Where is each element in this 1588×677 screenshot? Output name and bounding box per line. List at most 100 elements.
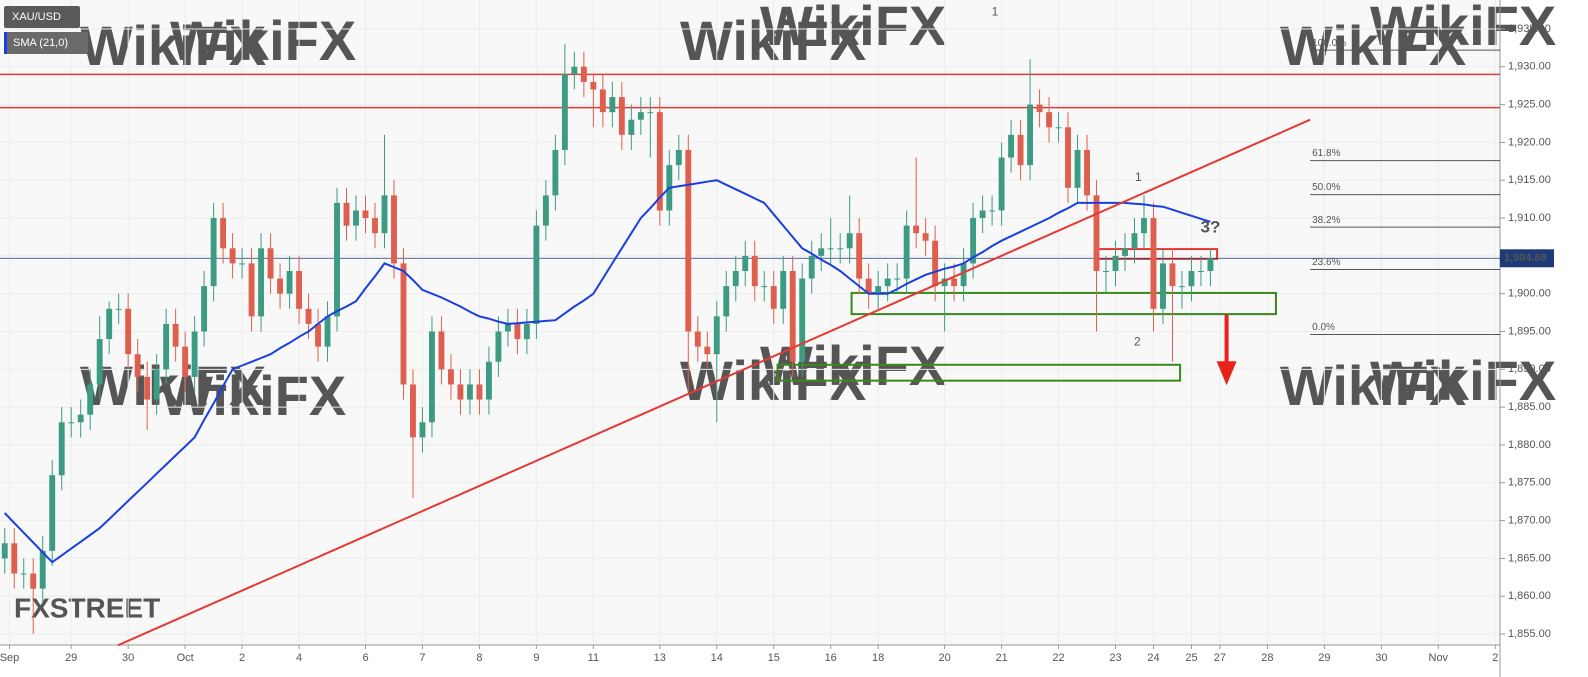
candle-body — [96, 339, 103, 385]
candle-body — [770, 286, 777, 309]
candle-body — [58, 422, 65, 476]
candle-body — [172, 323, 179, 347]
arrow-head — [1216, 361, 1237, 386]
x-tick-label: 7 — [419, 652, 425, 664]
x-tick-label: 20 — [938, 652, 950, 664]
x-tick-label: 29 — [65, 652, 77, 664]
x-tick-label: 6 — [362, 652, 368, 664]
candle-body — [504, 323, 511, 332]
candle-body — [713, 316, 720, 355]
candle-body — [979, 210, 986, 219]
candle-body — [903, 225, 910, 279]
candle-body — [296, 270, 302, 309]
candle-body — [163, 323, 170, 370]
y-tick-label: 1,920.00 — [1508, 136, 1551, 148]
candle-body — [115, 308, 122, 310]
candle-body — [675, 149, 682, 166]
x-tick-label: 30 — [1375, 652, 1387, 664]
candle-body — [1036, 104, 1043, 113]
candle-body — [704, 346, 711, 355]
candle-body — [448, 369, 454, 385]
candle-body — [1179, 286, 1185, 288]
annotation: 2 — [1134, 334, 1141, 348]
candle-body — [191, 331, 198, 377]
logo: FXSTREET — [14, 592, 160, 623]
candle-body — [476, 384, 483, 400]
candle-body — [419, 422, 426, 438]
candle-body — [362, 210, 369, 219]
candle-body — [647, 112, 654, 114]
candle-body — [305, 308, 312, 324]
candle-body — [637, 112, 644, 120]
y-tick-label: 1,870.00 — [1508, 514, 1551, 526]
candle-body — [865, 278, 872, 294]
candle-body — [267, 248, 274, 279]
candle-body — [989, 210, 996, 212]
zone — [776, 363, 1182, 382]
candle-body — [134, 354, 141, 377]
candle-body — [628, 119, 635, 135]
fib-label: 61.8% — [1312, 148, 1340, 159]
candle-body — [1160, 263, 1166, 309]
sma-box — [4, 32, 88, 54]
fib-label: 0.0% — [1312, 322, 1335, 333]
sma-name: SMA (21,0) — [13, 37, 68, 49]
legend: XAU/USD SMA (21,0) — [4, 6, 88, 54]
sma-line — [3, 179, 1211, 564]
watermark: WikiFX — [1370, 349, 1556, 412]
candle-body — [1150, 218, 1157, 309]
x-tick-label: 29 — [1318, 652, 1330, 664]
candle-body — [315, 323, 321, 347]
x-tick-label: 23 — [1109, 652, 1121, 664]
candle-body — [1017, 134, 1024, 166]
candle-body — [77, 414, 84, 423]
candle-body — [39, 550, 46, 589]
x-tick-label: 21 — [995, 652, 1007, 664]
candle-body — [30, 573, 37, 589]
candle-body — [106, 308, 113, 340]
annotation: 3? — [1201, 217, 1221, 236]
candle-body — [723, 286, 730, 317]
candle-body — [20, 573, 27, 575]
candle-body — [1207, 258, 1214, 271]
candle-body — [571, 66, 578, 75]
axis-background — [1500, 0, 1588, 677]
watermark: WikiFX — [80, 354, 266, 417]
price-label-box — [1500, 249, 1554, 268]
y-tick-label: 1,865.00 — [1508, 552, 1551, 564]
candle-body — [599, 89, 606, 113]
symbol: XAU/USD — [12, 11, 61, 23]
y-tick-label: 1,935.00 — [1508, 23, 1551, 35]
x-tick-label: Nov — [1429, 652, 1449, 664]
candle-body — [485, 361, 492, 400]
fib-label: 50.0% — [1312, 182, 1340, 193]
candle-body — [11, 543, 18, 574]
plot-background — [0, 0, 1500, 645]
candle-body — [552, 149, 559, 196]
candle-body — [49, 475, 56, 551]
y-tick-label: 1,900.00 — [1508, 288, 1551, 300]
candle-body — [922, 233, 929, 241]
candle-body — [353, 210, 359, 226]
x-tick-label: 16 — [825, 652, 837, 664]
candle-body — [970, 218, 977, 264]
candle-body — [618, 97, 625, 135]
candle-body — [609, 97, 616, 113]
candle-body — [523, 323, 530, 340]
candle-body — [751, 255, 758, 287]
candle-body — [429, 331, 435, 423]
candle-body — [239, 263, 246, 265]
x-tick-label: 2 — [1492, 652, 1498, 664]
x-tick-label: 24 — [1147, 652, 1159, 664]
y-tick-label: 1,880.00 — [1508, 439, 1551, 451]
candle-body — [998, 157, 1005, 211]
candle-body — [1131, 233, 1138, 249]
candle-body — [201, 286, 208, 332]
candle-body — [1141, 218, 1147, 234]
watermark: WikiFX — [1280, 354, 1466, 417]
candle-body — [381, 195, 388, 234]
candle-body — [457, 384, 464, 400]
candle-body — [1122, 248, 1128, 256]
candle-body — [495, 331, 502, 362]
